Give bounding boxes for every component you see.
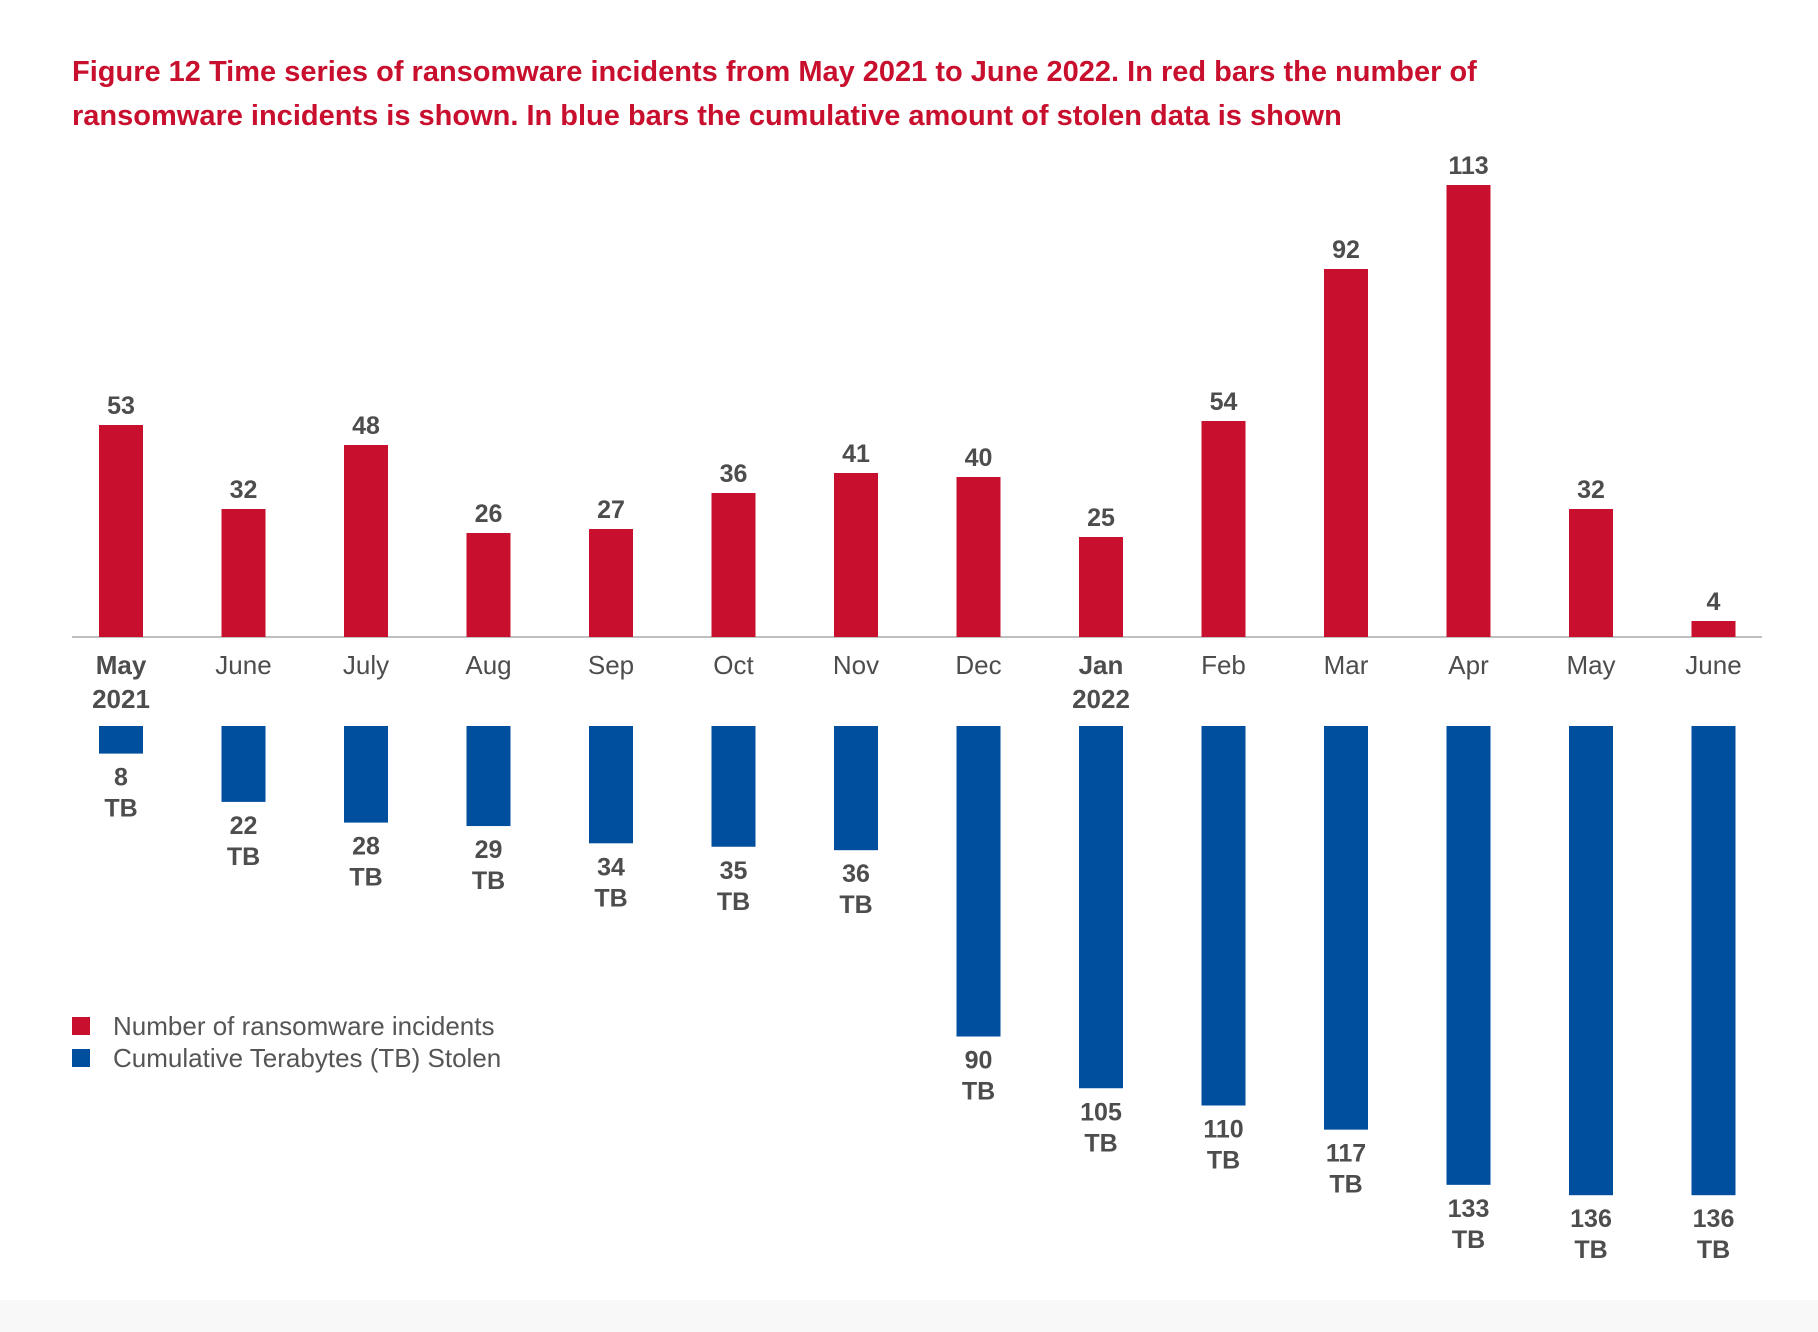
month-tick-label: Dec bbox=[955, 650, 1001, 680]
incident-value-label: 41 bbox=[842, 440, 870, 468]
stolen-value-label: 28 bbox=[352, 833, 380, 861]
stolen-bar bbox=[1446, 726, 1491, 1185]
stolen-unit-label: TB bbox=[594, 884, 627, 912]
stolen-bar bbox=[1569, 726, 1613, 1196]
figure-title-line-1: Figure 12 Time series of ransomware inci… bbox=[72, 56, 1477, 88]
figure-title: Figure 12 Time series of ransomware inci… bbox=[72, 50, 1772, 138]
stolen-unit-label: TB bbox=[1452, 1226, 1485, 1254]
stolen-unit-label: TB bbox=[717, 888, 750, 916]
month-tick-label: June bbox=[215, 650, 271, 680]
incident-bar bbox=[1446, 185, 1491, 637]
stolen-value-label: 133 bbox=[1448, 1195, 1490, 1223]
stolen-value-label: 34 bbox=[597, 853, 625, 881]
incident-bar bbox=[834, 473, 878, 637]
incident-value-label: 48 bbox=[352, 412, 380, 440]
incident-bar bbox=[1079, 537, 1123, 637]
year-tick-label: 2021 bbox=[92, 684, 150, 714]
month-tick-label: Nov bbox=[833, 650, 879, 680]
incident-value-label: 26 bbox=[475, 500, 503, 528]
stolen-bar bbox=[344, 726, 388, 823]
stolen-value-label: 117 bbox=[1326, 1140, 1366, 1168]
incident-bar bbox=[1691, 621, 1736, 637]
stolen-unit-label: TB bbox=[472, 867, 505, 895]
incident-bar bbox=[956, 477, 1001, 637]
stolen-unit-label: TB bbox=[839, 891, 872, 919]
stolen-unit-label: TB bbox=[1574, 1236, 1607, 1264]
incident-value-label: 25 bbox=[1087, 504, 1115, 532]
month-tick-label: Apr bbox=[1448, 650, 1489, 680]
stolen-bar bbox=[1691, 726, 1736, 1196]
stolen-unit-label: TB bbox=[1207, 1147, 1240, 1175]
stolen-value-label: 35 bbox=[720, 857, 748, 885]
incident-value-label: 53 bbox=[107, 392, 135, 420]
incident-bar bbox=[221, 509, 266, 637]
stolen-bar bbox=[589, 726, 633, 844]
month-tick-label: July bbox=[343, 650, 389, 680]
stolen-bar bbox=[1324, 726, 1368, 1130]
legend-label-stolen: Cumulative Terabytes (TB) Stolen bbox=[113, 1043, 501, 1073]
stolen-unit-label: TB bbox=[962, 1078, 995, 1106]
stolen-bar bbox=[1201, 726, 1246, 1106]
bottom-strip bbox=[0, 1300, 1818, 1332]
stolen-value-label: 36 bbox=[842, 860, 870, 888]
stolen-value-label: 90 bbox=[965, 1047, 993, 1075]
stolen-bar bbox=[711, 726, 756, 847]
month-tick-label: May bbox=[96, 650, 147, 680]
stolen-bar bbox=[834, 726, 878, 851]
stolen-value-label: 136 bbox=[1693, 1205, 1735, 1233]
incident-bar bbox=[1201, 421, 1246, 637]
stolen-value-label: 22 bbox=[230, 812, 258, 840]
figure-title-line-2: ransomware incidents is shown. In blue b… bbox=[72, 100, 1342, 132]
month-tick-label: Sep bbox=[588, 650, 634, 680]
stolen-unit-label: TB bbox=[1697, 1236, 1730, 1264]
month-tick-label: June bbox=[1685, 650, 1741, 680]
month-tick-label: Jan bbox=[1079, 650, 1124, 680]
stolen-bar bbox=[956, 726, 1001, 1037]
legend-label-incidents: Number of ransomware incidents bbox=[113, 1011, 495, 1041]
incident-bar bbox=[589, 529, 633, 637]
month-tick-label: Oct bbox=[713, 650, 754, 680]
incident-value-label: 27 bbox=[597, 496, 625, 524]
month-tick-label: Aug bbox=[465, 650, 511, 680]
stolen-value-label: 136 bbox=[1570, 1205, 1612, 1233]
incident-value-label: 92 bbox=[1332, 236, 1360, 264]
stolen-value-label: 8 bbox=[114, 764, 128, 792]
stolen-unit-label: TB bbox=[104, 795, 137, 823]
stolen-bar bbox=[466, 726, 511, 827]
incident-value-label: 54 bbox=[1210, 388, 1238, 416]
stolen-value-label: 29 bbox=[475, 836, 503, 864]
month-tick-label: Mar bbox=[1324, 650, 1369, 680]
stolen-bar bbox=[1079, 726, 1123, 1089]
year-tick-label: 2022 bbox=[1072, 684, 1130, 714]
stolen-unit-label: TB bbox=[227, 843, 260, 871]
incident-bar bbox=[466, 533, 511, 637]
incident-bar bbox=[1569, 509, 1613, 637]
month-tick-label: May bbox=[1566, 650, 1615, 680]
stolen-bar bbox=[99, 726, 143, 754]
stolen-value-label: 105 bbox=[1080, 1098, 1122, 1126]
stolen-value-label: 110 bbox=[1203, 1116, 1243, 1144]
incident-value-label: 40 bbox=[965, 444, 993, 472]
stolen-unit-label: TB bbox=[1329, 1171, 1362, 1199]
stolen-bar bbox=[221, 726, 266, 802]
stolen-unit-label: TB bbox=[1084, 1129, 1117, 1157]
legend-swatch-incidents bbox=[72, 1017, 90, 1035]
incident-bar bbox=[99, 425, 143, 637]
incident-bar bbox=[344, 445, 388, 637]
incident-value-label: 113 bbox=[1448, 152, 1488, 180]
month-tick-label: Feb bbox=[1201, 650, 1246, 680]
incident-bar bbox=[1324, 269, 1368, 637]
incident-value-label: 36 bbox=[720, 460, 748, 488]
incident-bar bbox=[711, 493, 756, 637]
incident-value-label: 4 bbox=[1707, 588, 1721, 616]
incident-value-label: 32 bbox=[230, 476, 258, 504]
incident-value-label: 32 bbox=[1577, 476, 1605, 504]
legend-swatch-stolen bbox=[72, 1049, 90, 1067]
stolen-unit-label: TB bbox=[349, 864, 382, 892]
